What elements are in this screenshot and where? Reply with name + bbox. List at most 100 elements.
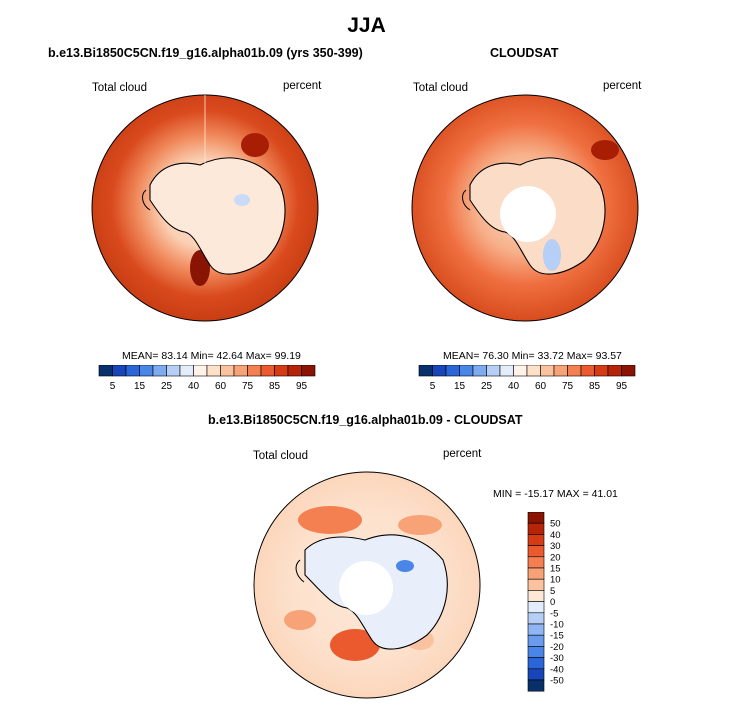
- panel3-colorbar-swatches: [527, 512, 545, 692]
- panel1-colorbar: 5 15 25 40 60 75 85 95: [98, 365, 316, 392]
- panel1-colorbar-tick-label: 85: [269, 381, 281, 392]
- panel1-colorbar-swatch: [233, 365, 248, 377]
- panel2-colorbar-swatch: [459, 365, 474, 377]
- panel3-colorbar-swatch: [527, 590, 545, 602]
- panel2-colorbar-tick-label: 75: [562, 381, 574, 392]
- panel2-colorbar-tick-label: 40: [508, 381, 520, 392]
- panel1-polar-map: [91, 94, 319, 322]
- panel2-colorbar-tick-label: 95: [616, 381, 628, 392]
- panel2-colorbar-swatch: [540, 365, 555, 377]
- panel2-units-label: percent: [603, 80, 642, 92]
- panel2-colorbar-swatch: [513, 365, 528, 377]
- panel1-colorbar-swatch: [139, 365, 154, 377]
- panel2-colorbar-swatches: [418, 365, 636, 377]
- panel1-colorbar-tick-label: 25: [161, 381, 173, 392]
- panel2-polar-map: [411, 94, 639, 322]
- panel3-colorbar-swatch: [527, 545, 545, 558]
- panel3-colorbar-tick-label: -15: [550, 631, 564, 642]
- panel3-colorbar-tick-label: -30: [550, 653, 564, 664]
- panel2-colorbar-swatch: [621, 365, 636, 377]
- panel1-colorbar-tick-label: 40: [188, 381, 200, 392]
- panel2-colorbar-swatch: [445, 365, 460, 377]
- panel2-colorbar-tick-label: 85: [589, 381, 601, 392]
- panel1-colorbar-swatch: [220, 365, 235, 377]
- panel1-colorbar-swatch: [125, 365, 140, 377]
- panel3-units-label: percent: [443, 448, 482, 460]
- panel1-colorbar-swatches: [98, 365, 316, 377]
- panel2-colorbar-swatch: [594, 365, 609, 377]
- panel1-colorbar-swatch: [274, 365, 289, 377]
- panel2-colorbar-swatch: [499, 365, 514, 377]
- panel3-variable-label: Total cloud: [253, 450, 308, 462]
- panel3-colorbar-swatch: [527, 646, 545, 658]
- panel2-colorbar-swatch: [553, 365, 568, 377]
- main-title: JJA: [347, 14, 386, 37]
- panel1-colorbar-tick-label: 60: [215, 381, 227, 392]
- panel3-colorbar-swatch: [527, 556, 545, 569]
- panel2-colorbar-swatch: [418, 365, 433, 377]
- panel1-colorbar-swatch: [112, 365, 127, 377]
- panel3-colorbar-tick-label: 5: [550, 586, 555, 597]
- panel3-colorbar-swatch: [527, 679, 545, 692]
- panel1-colorbar-swatch: [152, 365, 167, 377]
- panel2-colorbar-swatch: [567, 365, 582, 377]
- panel2-colorbar-swatch: [580, 365, 595, 377]
- panel2-colorbar-tick-label: 25: [481, 381, 493, 392]
- panel3-polar-map: [253, 471, 481, 699]
- panel2-colorbar-swatch: [486, 365, 501, 377]
- panel3-colorbar-tick-label: 50: [550, 519, 561, 530]
- panel2-colorbar-swatch: [472, 365, 487, 377]
- panel3-title: b.e13.Bi1850C5CN.f19_g16.alpha01b.09 - C…: [208, 413, 523, 427]
- panel1-colorbar-swatch: [98, 365, 113, 377]
- panel3-colorbar-swatch: [527, 578, 545, 591]
- panel3-colorbar-swatch: [527, 567, 545, 580]
- panel2-variable-label: Total cloud: [413, 82, 468, 94]
- panel3-colorbar-tick-label: 20: [550, 552, 561, 563]
- panel3-stats: MIN = -15.17 MAX = 41.01: [493, 488, 618, 500]
- panel1-colorbar-tick-label: 75: [242, 381, 254, 392]
- panel3-colorbar-tick-label: -20: [550, 642, 564, 653]
- panel2-colorbar-labels: 5 15 25 40 60 75 85 95: [430, 381, 628, 392]
- panel1-colorbar-tick-label: 95: [296, 381, 308, 392]
- panel3-colorbar-swatch: [527, 512, 545, 524]
- panel2-title: CLOUDSAT: [490, 46, 559, 60]
- panel1-colorbar-tick-label: 15: [134, 381, 146, 392]
- panel1-colorbar-swatch: [247, 365, 262, 377]
- panel3-colorbar-swatch: [527, 522, 545, 535]
- panel2-colorbar-tick-label: 15: [454, 381, 466, 392]
- panel3-colorbar-swatch: [527, 534, 545, 546]
- panel2-colorbar-swatch: [607, 365, 622, 377]
- panel2-colorbar-tick-label: 60: [535, 381, 547, 392]
- panel1-variable-label: Total cloud: [92, 82, 147, 94]
- panel1-colorbar-swatch: [287, 365, 302, 377]
- panel2-colorbar-swatch: [432, 365, 447, 377]
- panel3-colorbar-tick-label: 10: [550, 575, 561, 586]
- panel3-colorbar-swatch: [527, 634, 545, 647]
- panel1-colorbar-labels: 5 15 25 40 60 75 85 95: [110, 381, 308, 392]
- panel1-colorbar-swatch: [301, 365, 316, 377]
- panel3-colorbar-tick-label: -5: [550, 608, 558, 619]
- panel2-colorbar-tick-label: 5: [430, 381, 436, 392]
- panel1-colorbar-swatch: [166, 365, 181, 377]
- panel1-colorbar-swatch: [179, 365, 194, 377]
- panel3-colorbar-tick-label: 30: [550, 541, 561, 552]
- panel2-colorbar: 5 15 25 40 60 75 85 95: [418, 365, 636, 392]
- panel3-colorbar-tick-label: -50: [550, 676, 564, 687]
- panel3-colorbar-swatch: [527, 623, 545, 636]
- panel1-colorbar-swatch: [260, 365, 275, 377]
- panel3-colorbar-swatch: [527, 657, 545, 670]
- panel1-colorbar-swatch: [193, 365, 208, 377]
- panel3-colorbar-tick-label: 40: [550, 530, 561, 541]
- panel3-colorbar-swatch: [527, 601, 545, 614]
- panel3-colorbar-swatch: [527, 668, 545, 681]
- panel1-title: b.e13.Bi1850C5CN.f19_g16.alpha01b.09 (yr…: [48, 46, 363, 60]
- panel3-colorbar-tick-label: -40: [550, 664, 564, 675]
- panel3-colorbar-tick-label: 15: [550, 564, 561, 575]
- panel1-units-label: percent: [283, 80, 322, 92]
- panel2-colorbar-swatch: [526, 365, 541, 377]
- panel3-colorbar-tick-label: 0: [550, 597, 555, 608]
- panel3-colorbar-tick-label: -10: [550, 620, 564, 631]
